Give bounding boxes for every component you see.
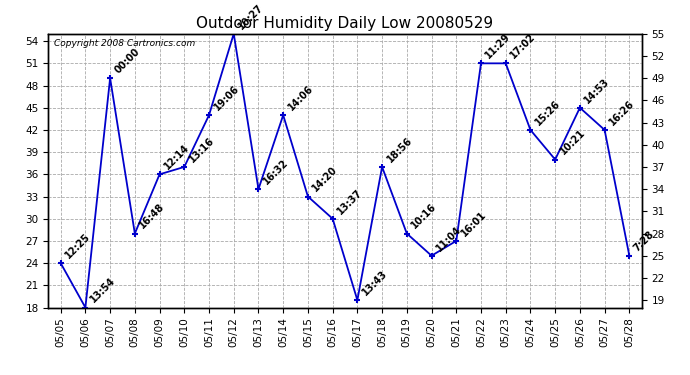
Text: 14:06: 14:06: [286, 83, 315, 112]
Text: 13:54: 13:54: [88, 276, 117, 305]
Title: Outdoor Humidity Daily Low 20080529: Outdoor Humidity Daily Low 20080529: [197, 16, 493, 31]
Text: 13:16: 13:16: [187, 135, 216, 164]
Text: 17:02: 17:02: [509, 32, 538, 61]
Text: 10:16: 10:16: [410, 202, 439, 231]
Text: 10:27: 10:27: [237, 2, 266, 31]
Text: 16:32: 16:32: [262, 158, 290, 186]
Text: 13:43: 13:43: [360, 268, 389, 297]
Text: 16:26: 16:26: [607, 98, 636, 127]
Text: 14:20: 14:20: [310, 165, 339, 194]
Text: 7:28: 7:28: [632, 229, 656, 253]
Text: 16:48: 16:48: [137, 202, 167, 231]
Text: Copyright 2008 Cartronics.com: Copyright 2008 Cartronics.com: [55, 39, 195, 48]
Text: 14:53: 14:53: [582, 76, 611, 105]
Text: 15:26: 15:26: [533, 98, 562, 127]
Text: 16:01: 16:01: [459, 209, 488, 238]
Text: 19:06: 19:06: [212, 83, 241, 112]
Text: 11:04: 11:04: [434, 224, 463, 253]
Text: 00:00: 00:00: [113, 46, 142, 75]
Text: 18:56: 18:56: [385, 135, 414, 164]
Text: 13:37: 13:37: [335, 187, 364, 216]
Text: 11:29: 11:29: [484, 32, 513, 61]
Text: 12:14: 12:14: [162, 142, 191, 171]
Text: 12:25: 12:25: [63, 231, 92, 260]
Text: 10:21: 10:21: [558, 128, 587, 157]
